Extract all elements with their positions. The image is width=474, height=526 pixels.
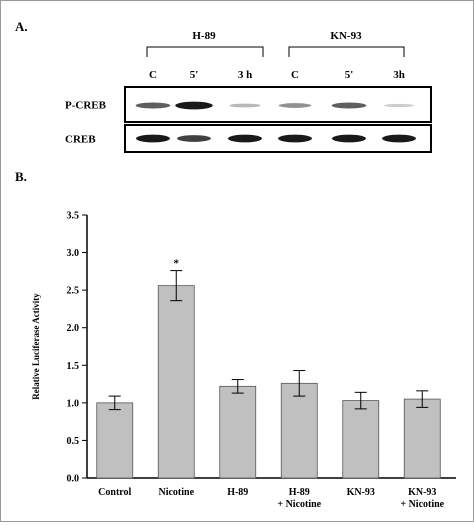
blot-row-label: P-CREB <box>65 100 107 112</box>
significance-marker: * <box>174 258 180 270</box>
blot-frame <box>124 86 432 123</box>
bar <box>342 400 380 479</box>
x-tick-label: Control <box>98 487 131 498</box>
blot-band <box>278 134 312 143</box>
y-tick-label: 2.0 <box>67 323 80 334</box>
blot-headers: H-89 C 5' 3 h KN-93 C 5' 3h <box>149 30 405 81</box>
x-tick-label: H-89 + Nicotine <box>277 487 321 510</box>
blot-row-label: CREB <box>65 134 96 146</box>
blot-rows: P-CREB CREB <box>65 86 432 153</box>
blot-band <box>383 103 415 108</box>
bar <box>96 402 134 479</box>
lane-label: C <box>149 69 157 81</box>
y-tick-label: 3.0 <box>67 248 80 259</box>
blot-band <box>175 101 213 110</box>
y-tick-label: 2.5 <box>67 286 80 297</box>
y-tick-label: 1.0 <box>67 398 80 409</box>
blot-band <box>135 102 171 109</box>
y-tick-label: 0.5 <box>67 436 80 447</box>
bar <box>403 398 441 479</box>
lane-label: 3 h <box>238 69 252 81</box>
lane-label: 5' <box>345 69 354 81</box>
x-tick-label: KN-93 <box>347 487 375 498</box>
blot-band <box>382 134 416 143</box>
blot-band <box>228 134 262 143</box>
y-tick-label: 3.5 <box>67 211 80 222</box>
panel-a-label: A. <box>15 19 28 34</box>
bracket-h89 <box>146 46 264 57</box>
blot-band <box>177 135 211 142</box>
x-tick-label: KN-93 + Nicotine <box>400 487 444 510</box>
bar <box>280 382 318 479</box>
group-label: H-89 <box>192 30 216 42</box>
blot-band <box>278 103 312 108</box>
panel-b-label: B. <box>15 169 27 184</box>
y-tick-label: 1.5 <box>67 361 80 372</box>
blot-band <box>332 134 366 143</box>
bracket-kn93 <box>288 46 405 57</box>
blot-band <box>229 103 261 108</box>
bar <box>157 285 195 479</box>
group-label: KN-93 <box>330 30 362 42</box>
lane-label: 5' <box>190 69 199 81</box>
bar-chart: 0.0 0.5 1.0 1.5 2.0 2.5 3.0 3.5 Relative Lucifer… <box>31 211 456 510</box>
y-axis-label: Relative Luciferase Activity <box>31 293 41 400</box>
lane-label: 3h <box>393 69 405 81</box>
bar <box>219 385 257 479</box>
blot-frame <box>124 124 432 153</box>
x-tick-label: H-89 <box>227 487 248 498</box>
blot-band <box>136 134 170 143</box>
blot-band <box>331 102 367 109</box>
lane-label: C <box>291 69 299 81</box>
y-tick-label: 0.0 <box>67 474 80 485</box>
x-tick-label: Nicotine <box>158 487 194 498</box>
